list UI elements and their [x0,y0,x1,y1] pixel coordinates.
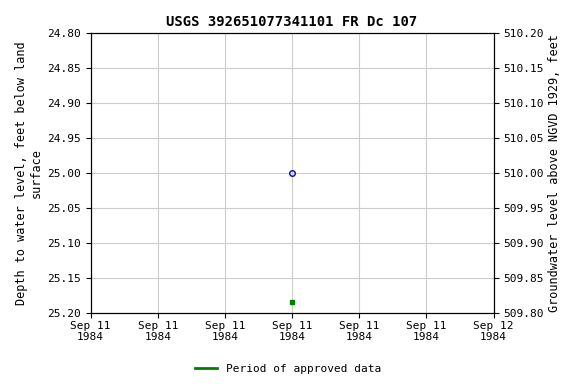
Y-axis label: Groundwater level above NGVD 1929, feet: Groundwater level above NGVD 1929, feet [548,34,561,312]
Y-axis label: Depth to water level, feet below land
surface: Depth to water level, feet below land su… [15,41,43,305]
Title: USGS 392651077341101 FR Dc 107: USGS 392651077341101 FR Dc 107 [166,15,418,29]
Legend: Period of approved data: Period of approved data [191,359,385,379]
